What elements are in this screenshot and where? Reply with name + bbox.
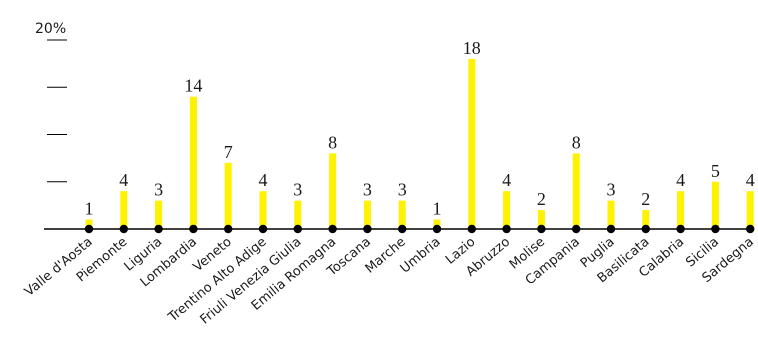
data-label: 4 [746,170,755,190]
data-label: 3 [398,180,407,200]
data-label: 4 [502,170,511,190]
y-axis-ticks: 20% [35,21,67,183]
bar [572,153,580,229]
data-label: 18 [463,38,481,58]
data-label: 1 [433,199,442,219]
category-dot [258,224,268,234]
bar [607,200,615,229]
category-dot [84,224,94,234]
data-label: 8 [572,132,581,152]
data-label: 8 [328,132,337,152]
category-dot [119,224,128,234]
category-dot [606,224,616,234]
category-dot [572,224,581,234]
bar [642,210,650,229]
category-dot [293,224,302,234]
bar [537,210,545,229]
bar [711,181,719,229]
category-dot [746,224,755,234]
bar [85,219,93,229]
bar [468,58,476,230]
bar [433,219,441,229]
category-dot [398,224,407,234]
data-label: 14 [184,76,202,96]
data-label: 3 [293,180,302,200]
category-dot [328,224,337,234]
bar [259,191,267,229]
bar [503,191,511,229]
category-dot [224,224,233,234]
bar [398,200,406,229]
y-tick-label: 20% [35,21,66,37]
category-dot [363,224,372,234]
bar [677,191,685,229]
data-label: 3 [363,180,372,200]
data-label: 3 [607,180,616,200]
bar [294,200,302,229]
bar [155,200,163,229]
data-label: 7 [224,142,233,162]
category-label: Umbria [398,235,444,277]
category-dot [154,224,163,234]
data-label: 2 [537,189,546,209]
data-label: 4 [119,170,128,190]
data-label: 4 [259,170,268,190]
x-axis-labels: Valle d'AostaPiemonteLiguriaLombardiaVen… [22,235,757,328]
category-dot [711,224,720,234]
bar [329,153,337,229]
data-label: 4 [676,170,685,190]
data-label: 2 [641,189,650,209]
category-dot [537,224,546,234]
data-label: 5 [711,161,720,181]
bars [85,58,754,230]
data-label: 1 [85,199,94,219]
category-dot [189,224,198,234]
bar [746,191,754,229]
data-label: 3 [154,180,163,200]
category-dot [467,224,476,234]
category-dot [676,224,685,234]
bar [120,191,128,229]
category-markers [84,224,755,234]
category-dot [502,224,511,234]
bar [189,96,197,229]
category-dot [641,224,650,234]
bar [224,162,232,229]
category-dot [432,224,442,234]
bar [363,200,371,229]
